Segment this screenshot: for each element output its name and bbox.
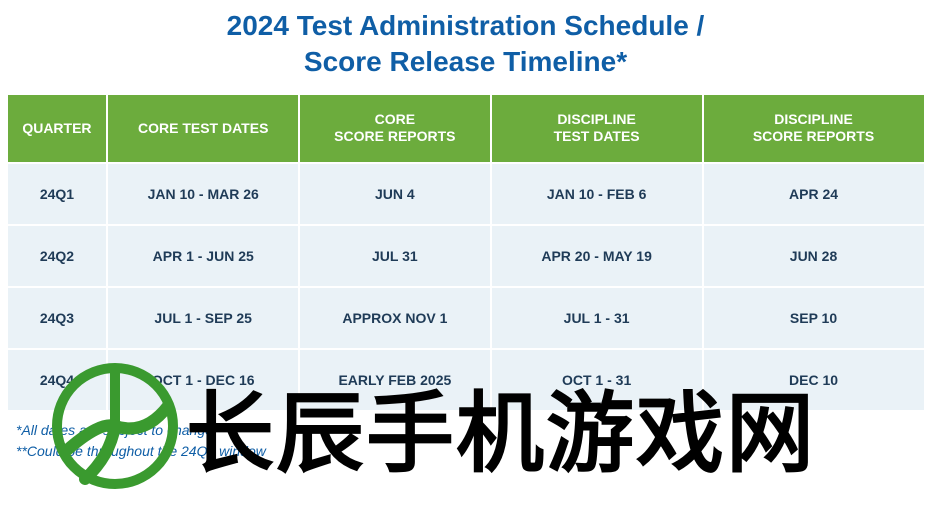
cell-quarter: 24Q1 bbox=[7, 163, 108, 225]
cell-disc-dates: JUL 1 - 31 bbox=[491, 287, 703, 349]
table-row: 24Q3 JUL 1 - SEP 25 APPROX NOV 1 JUL 1 -… bbox=[7, 287, 925, 349]
title-line-1: 2024 Test Administration Schedule / bbox=[20, 8, 911, 44]
cell-disc-reports: DEC 10 bbox=[703, 349, 925, 411]
footnote-a: *All dates are subject to change bbox=[16, 420, 915, 441]
col-header-core-reports: CORESCORE REPORTS bbox=[299, 94, 491, 163]
page-title: 2024 Test Administration Schedule / Scor… bbox=[0, 0, 931, 93]
cell-disc-dates: OCT 1 - 31 bbox=[491, 349, 703, 411]
schedule-table: QUARTER CORE TEST DATES CORESCORE REPORT… bbox=[6, 93, 926, 412]
cell-core-dates: JUL 1 - SEP 25 bbox=[107, 287, 299, 349]
cell-quarter: 24Q2 bbox=[7, 225, 108, 287]
col-header-quarter: QUARTER bbox=[7, 94, 108, 163]
cell-quarter: 24Q4 bbox=[7, 349, 108, 411]
footnotes: *All dates are subject to change **Could… bbox=[0, 412, 931, 462]
table-row: 24Q1 JAN 10 - MAR 26 JUN 4 JAN 10 - FEB … bbox=[7, 163, 925, 225]
cell-disc-dates: JAN 10 - FEB 6 bbox=[491, 163, 703, 225]
title-line-2: Score Release Timeline* bbox=[20, 44, 911, 80]
table-row: 24Q2 APR 1 - JUN 25 JUL 31 APR 20 - MAY … bbox=[7, 225, 925, 287]
cell-core-reports: APPROX NOV 1 bbox=[299, 287, 491, 349]
footnote-b: **Could be throughout the 24Q4 window bbox=[16, 441, 915, 462]
cell-core-reports: JUN 4 bbox=[299, 163, 491, 225]
cell-core-reports: JUL 31 bbox=[299, 225, 491, 287]
cell-disc-reports: JUN 28 bbox=[703, 225, 925, 287]
cell-disc-reports: SEP 10 bbox=[703, 287, 925, 349]
cell-disc-dates: APR 20 - MAY 19 bbox=[491, 225, 703, 287]
table-header-row: QUARTER CORE TEST DATES CORESCORE REPORT… bbox=[7, 94, 925, 163]
cell-core-dates: APR 1 - JUN 25 bbox=[107, 225, 299, 287]
col-header-disc-dates: DISCIPLINETEST DATES bbox=[491, 94, 703, 163]
cell-disc-reports: APR 24 bbox=[703, 163, 925, 225]
cell-core-dates: JAN 10 - MAR 26 bbox=[107, 163, 299, 225]
cell-core-reports: EARLY FEB 2025 bbox=[299, 349, 491, 411]
col-header-disc-reports: DISCIPLINESCORE REPORTS bbox=[703, 94, 925, 163]
cell-core-dates: OCT 1 - DEC 16 bbox=[107, 349, 299, 411]
cell-quarter: 24Q3 bbox=[7, 287, 108, 349]
table-row: 24Q4 OCT 1 - DEC 16 EARLY FEB 2025 OCT 1… bbox=[7, 349, 925, 411]
col-header-core-dates: CORE TEST DATES bbox=[107, 94, 299, 163]
